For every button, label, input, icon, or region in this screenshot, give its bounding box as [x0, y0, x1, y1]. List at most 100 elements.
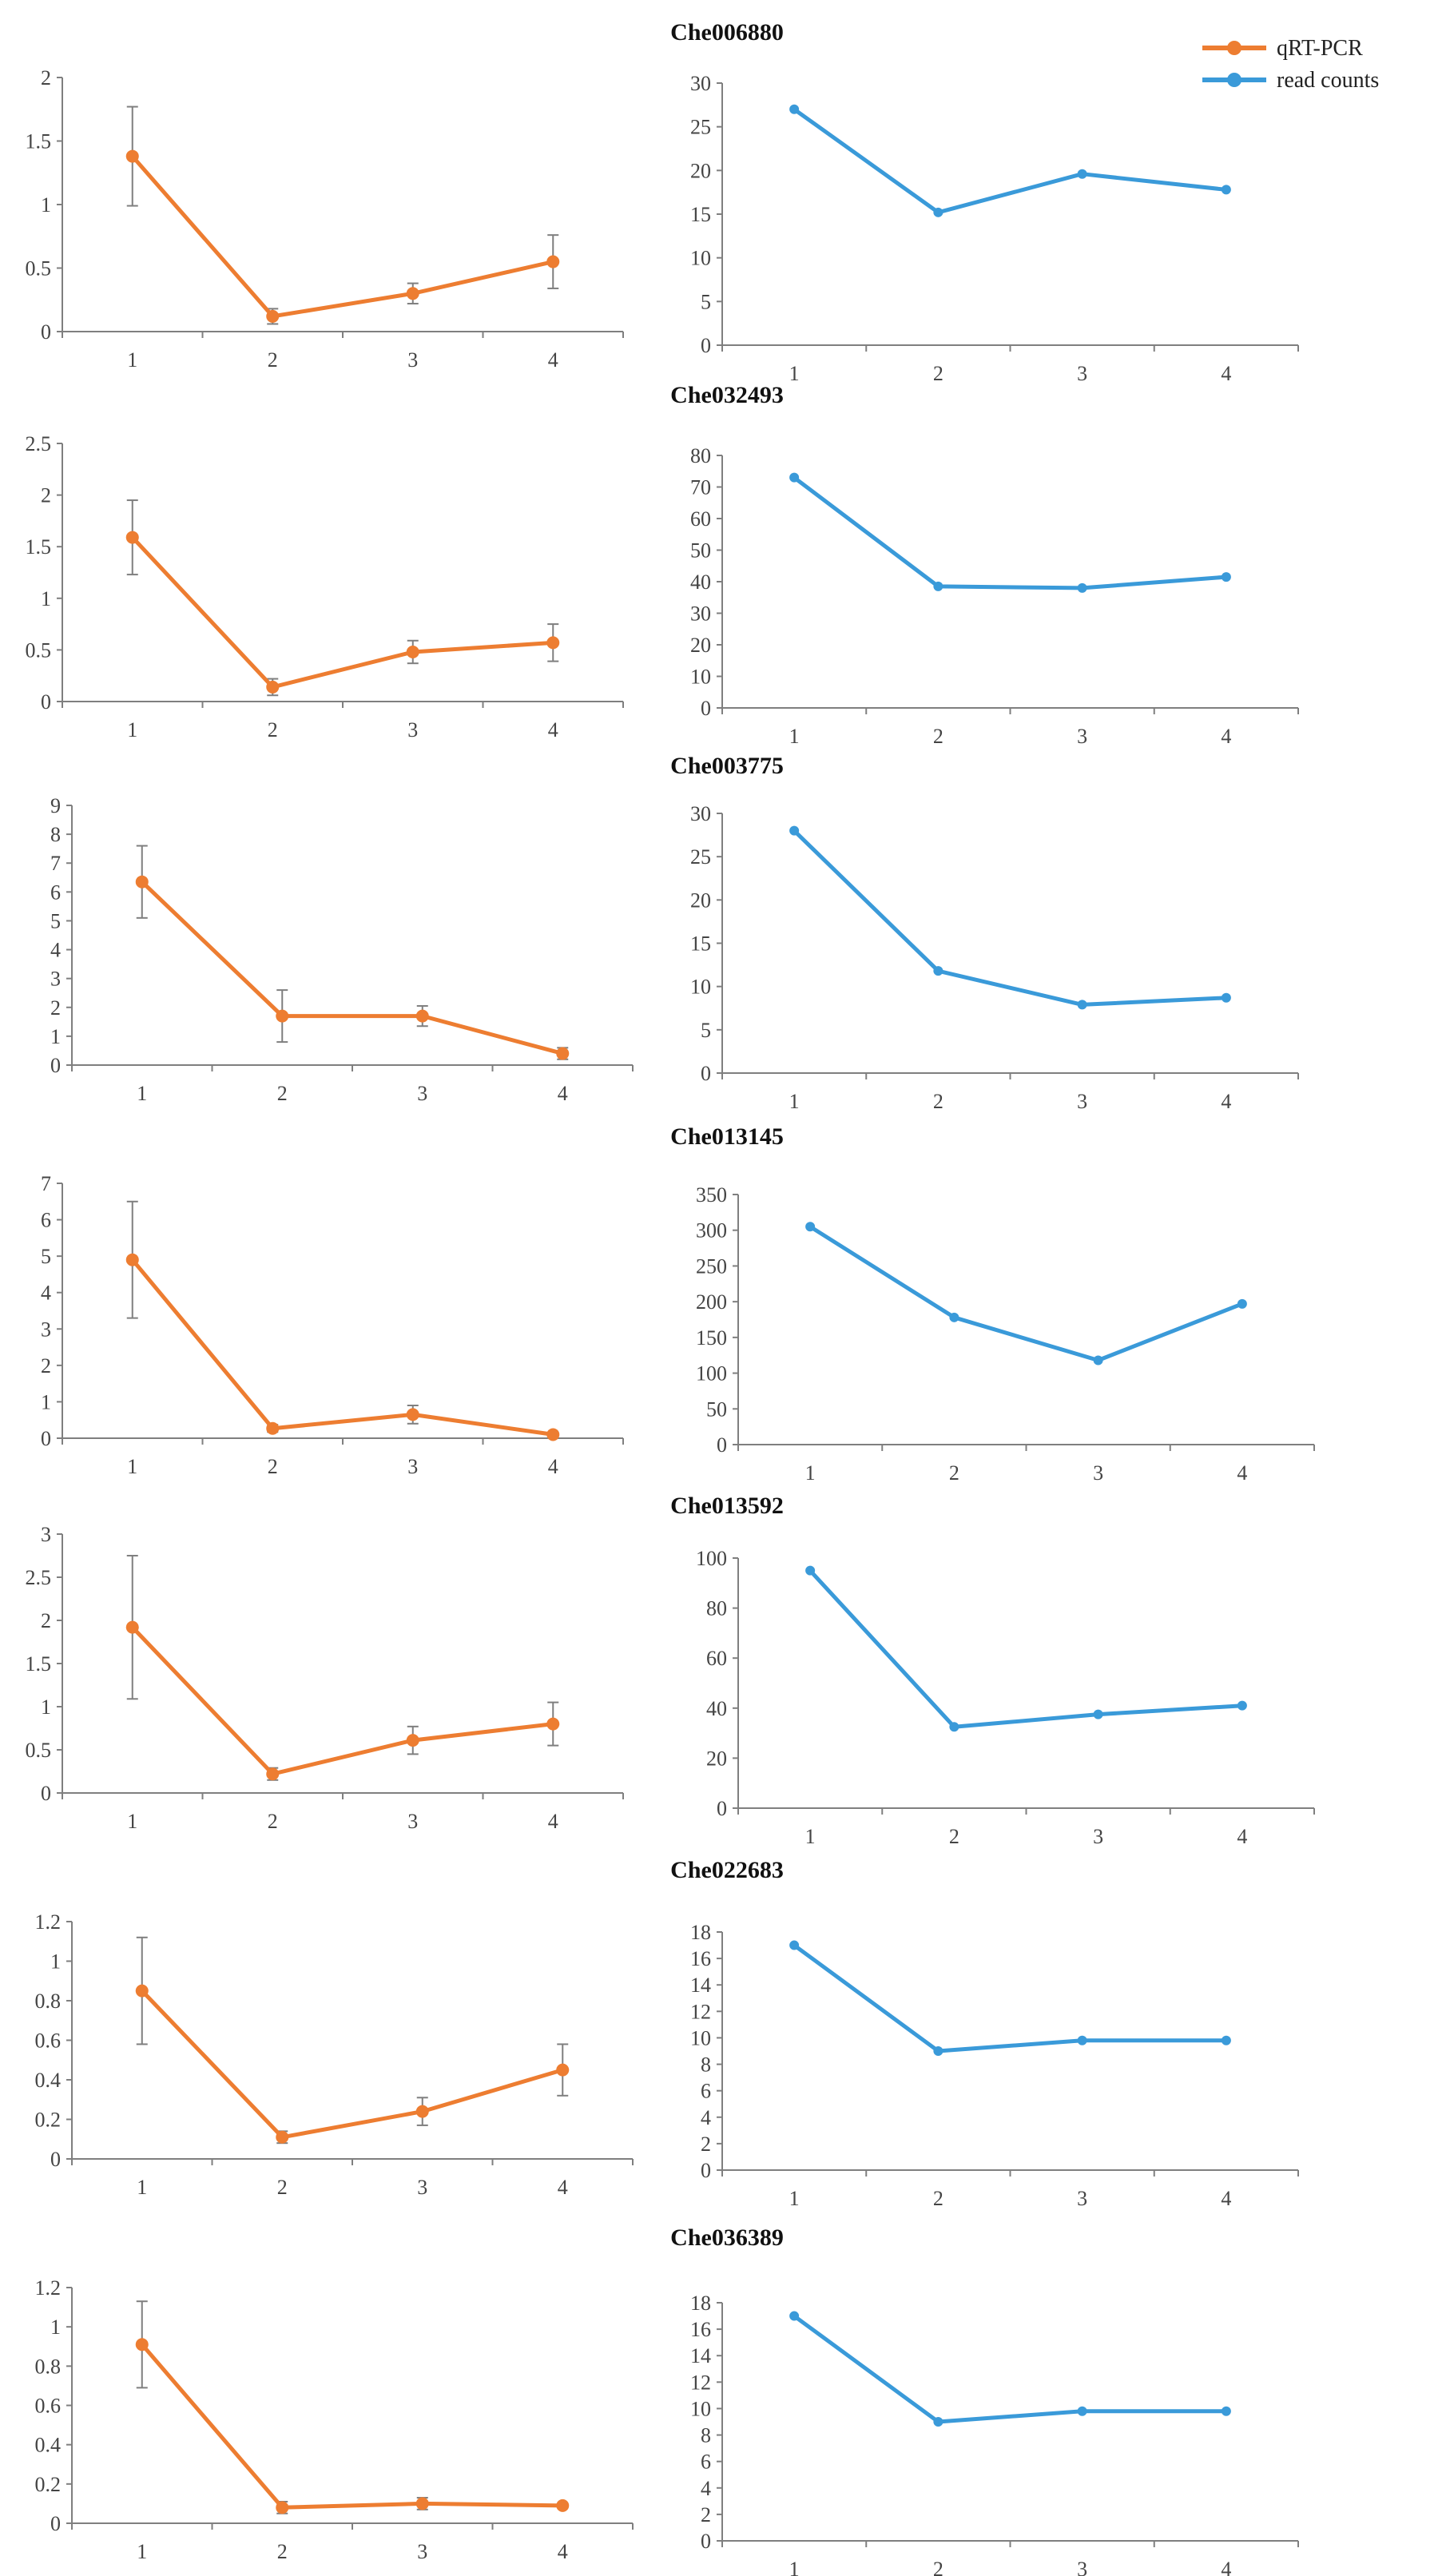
y-tick-label: 7	[50, 852, 61, 875]
reads-data-point	[789, 2311, 800, 2321]
x-tick-label: 2	[933, 2558, 944, 2576]
y-tick-label: 0.6	[35, 2029, 62, 2053]
x-tick-label: 3	[407, 1810, 418, 1833]
x-tick-label: 2	[933, 1090, 944, 1113]
x-tick-label: 3	[417, 2540, 427, 2563]
y-tick-label: 20	[690, 888, 711, 912]
x-tick-label: 4	[1237, 1825, 1247, 1848]
reads-data-point	[1077, 2035, 1087, 2045]
y-tick-label: 3	[41, 1523, 51, 1546]
y-tick-label: 12	[690, 2371, 711, 2394]
qrt-data-point	[415, 2105, 429, 2118]
y-tick-label: 40	[690, 570, 711, 594]
x-tick-label: 1	[137, 1082, 147, 1105]
reads-data-point	[1077, 169, 1087, 179]
reads-data-point	[1221, 185, 1231, 195]
x-tick-label: 2	[268, 718, 278, 741]
y-tick-label: 14	[690, 2344, 711, 2367]
x-tick-label: 1	[789, 725, 800, 748]
y-tick-label: 100	[696, 1362, 727, 1385]
qrt-data-point	[546, 636, 560, 650]
x-tick-label: 1	[789, 362, 800, 385]
legend: qRT-PCR read counts	[1202, 36, 1379, 93]
reads-data-point	[805, 1222, 816, 1232]
y-tick-label: 8	[701, 2424, 711, 2447]
x-tick-label: 2	[933, 725, 944, 748]
y-tick-label: 18	[690, 1921, 711, 1944]
y-tick-label: 2.5	[26, 1566, 52, 1589]
reads-data-point	[933, 581, 944, 591]
qrt-series-line	[140, 2343, 563, 2510]
y-tick-label: 8	[50, 823, 61, 846]
y-tick-label: 60	[706, 1647, 727, 1670]
y-tick-label: 0.4	[35, 2434, 62, 2457]
x-tick-label: 2	[933, 2187, 944, 2210]
qrt-data-point	[125, 1253, 139, 1266]
y-tick-label: 10	[690, 2397, 711, 2420]
gene-title: Che003775	[670, 753, 784, 779]
qrt-data-point	[415, 1009, 429, 1023]
y-tick-label: 18	[690, 2292, 711, 2315]
x-tick-label: 2	[933, 362, 944, 385]
x-tick-label: 2	[277, 2176, 288, 2199]
y-tick-label: 0	[41, 1427, 51, 1450]
y-tick-label: 10	[690, 976, 711, 999]
y-tick-label: 0	[701, 1062, 711, 1085]
x-tick-label: 1	[805, 1825, 816, 1848]
y-tick-label: 4	[701, 2477, 711, 2500]
x-tick-label: 1	[127, 1455, 137, 1478]
y-tick-label: 6	[41, 1209, 51, 1232]
y-tick-label: 0.5	[26, 257, 52, 280]
y-tick-label: 1	[50, 1025, 61, 1048]
reads-data-point	[1221, 2035, 1231, 2045]
y-tick-label: 1	[41, 587, 51, 610]
x-tick-label: 1	[127, 718, 137, 741]
y-tick-label: 2	[41, 66, 51, 89]
y-tick-label: 60	[690, 507, 711, 531]
qrt-data-point	[406, 1734, 419, 1747]
y-tick-label: 5	[701, 290, 711, 313]
x-tick-label: 1	[805, 1461, 816, 1485]
y-tick-label: 300	[696, 1219, 727, 1242]
y-tick-label: 2	[50, 996, 61, 1020]
y-tick-label: 20	[690, 159, 711, 182]
y-tick-label: 1.5	[26, 1652, 52, 1676]
reads-data-point	[1077, 582, 1087, 593]
y-tick-label: 2	[41, 484, 51, 507]
qrt-data-point	[125, 531, 139, 544]
y-tick-label: 14	[690, 1974, 711, 1997]
y-tick-label: 0	[701, 2159, 711, 2182]
qrt-data-point	[556, 2063, 570, 2077]
legend-label-reads: read counts	[1277, 68, 1379, 93]
gene-title: Che022683	[670, 1857, 784, 1883]
qrt-chart: 0 1 2 3 4 5 6 7 8 9 1 2 3 4	[50, 794, 634, 1105]
reads-chart: 0 10 20 30 40 50 60 70 80 1 2 3 4	[690, 444, 1299, 748]
reads-data-point	[1237, 1298, 1247, 1309]
x-tick-label: 4	[548, 1810, 558, 1833]
qrt-data-point	[266, 1767, 280, 1781]
y-tick-label: 7	[41, 1172, 51, 1195]
x-tick-label: 2	[949, 1825, 959, 1848]
reads-series-line	[793, 107, 1227, 215]
reads-series-line	[793, 829, 1227, 1007]
x-tick-label: 4	[1237, 1461, 1247, 1485]
qrt-data-point	[276, 2501, 289, 2514]
x-tick-label: 1	[137, 2176, 147, 2199]
reads-data-point	[1077, 1000, 1087, 1010]
reads-data-point	[949, 1312, 959, 1322]
y-tick-label: 10	[690, 2026, 711, 2049]
y-tick-label: 2	[701, 2503, 711, 2526]
y-tick-label: 100	[696, 1547, 727, 1570]
y-tick-label: 12	[690, 2000, 711, 2023]
qrt-data-point	[546, 255, 560, 268]
x-tick-label: 3	[1077, 2187, 1087, 2210]
qrt-data-point	[556, 1047, 570, 1060]
reads-data-point	[1221, 572, 1231, 582]
y-tick-label: 4	[41, 1282, 51, 1305]
reads-data-point	[1093, 1709, 1103, 1719]
x-tick-label: 4	[1221, 362, 1231, 385]
y-tick-label: 1.5	[26, 535, 52, 559]
